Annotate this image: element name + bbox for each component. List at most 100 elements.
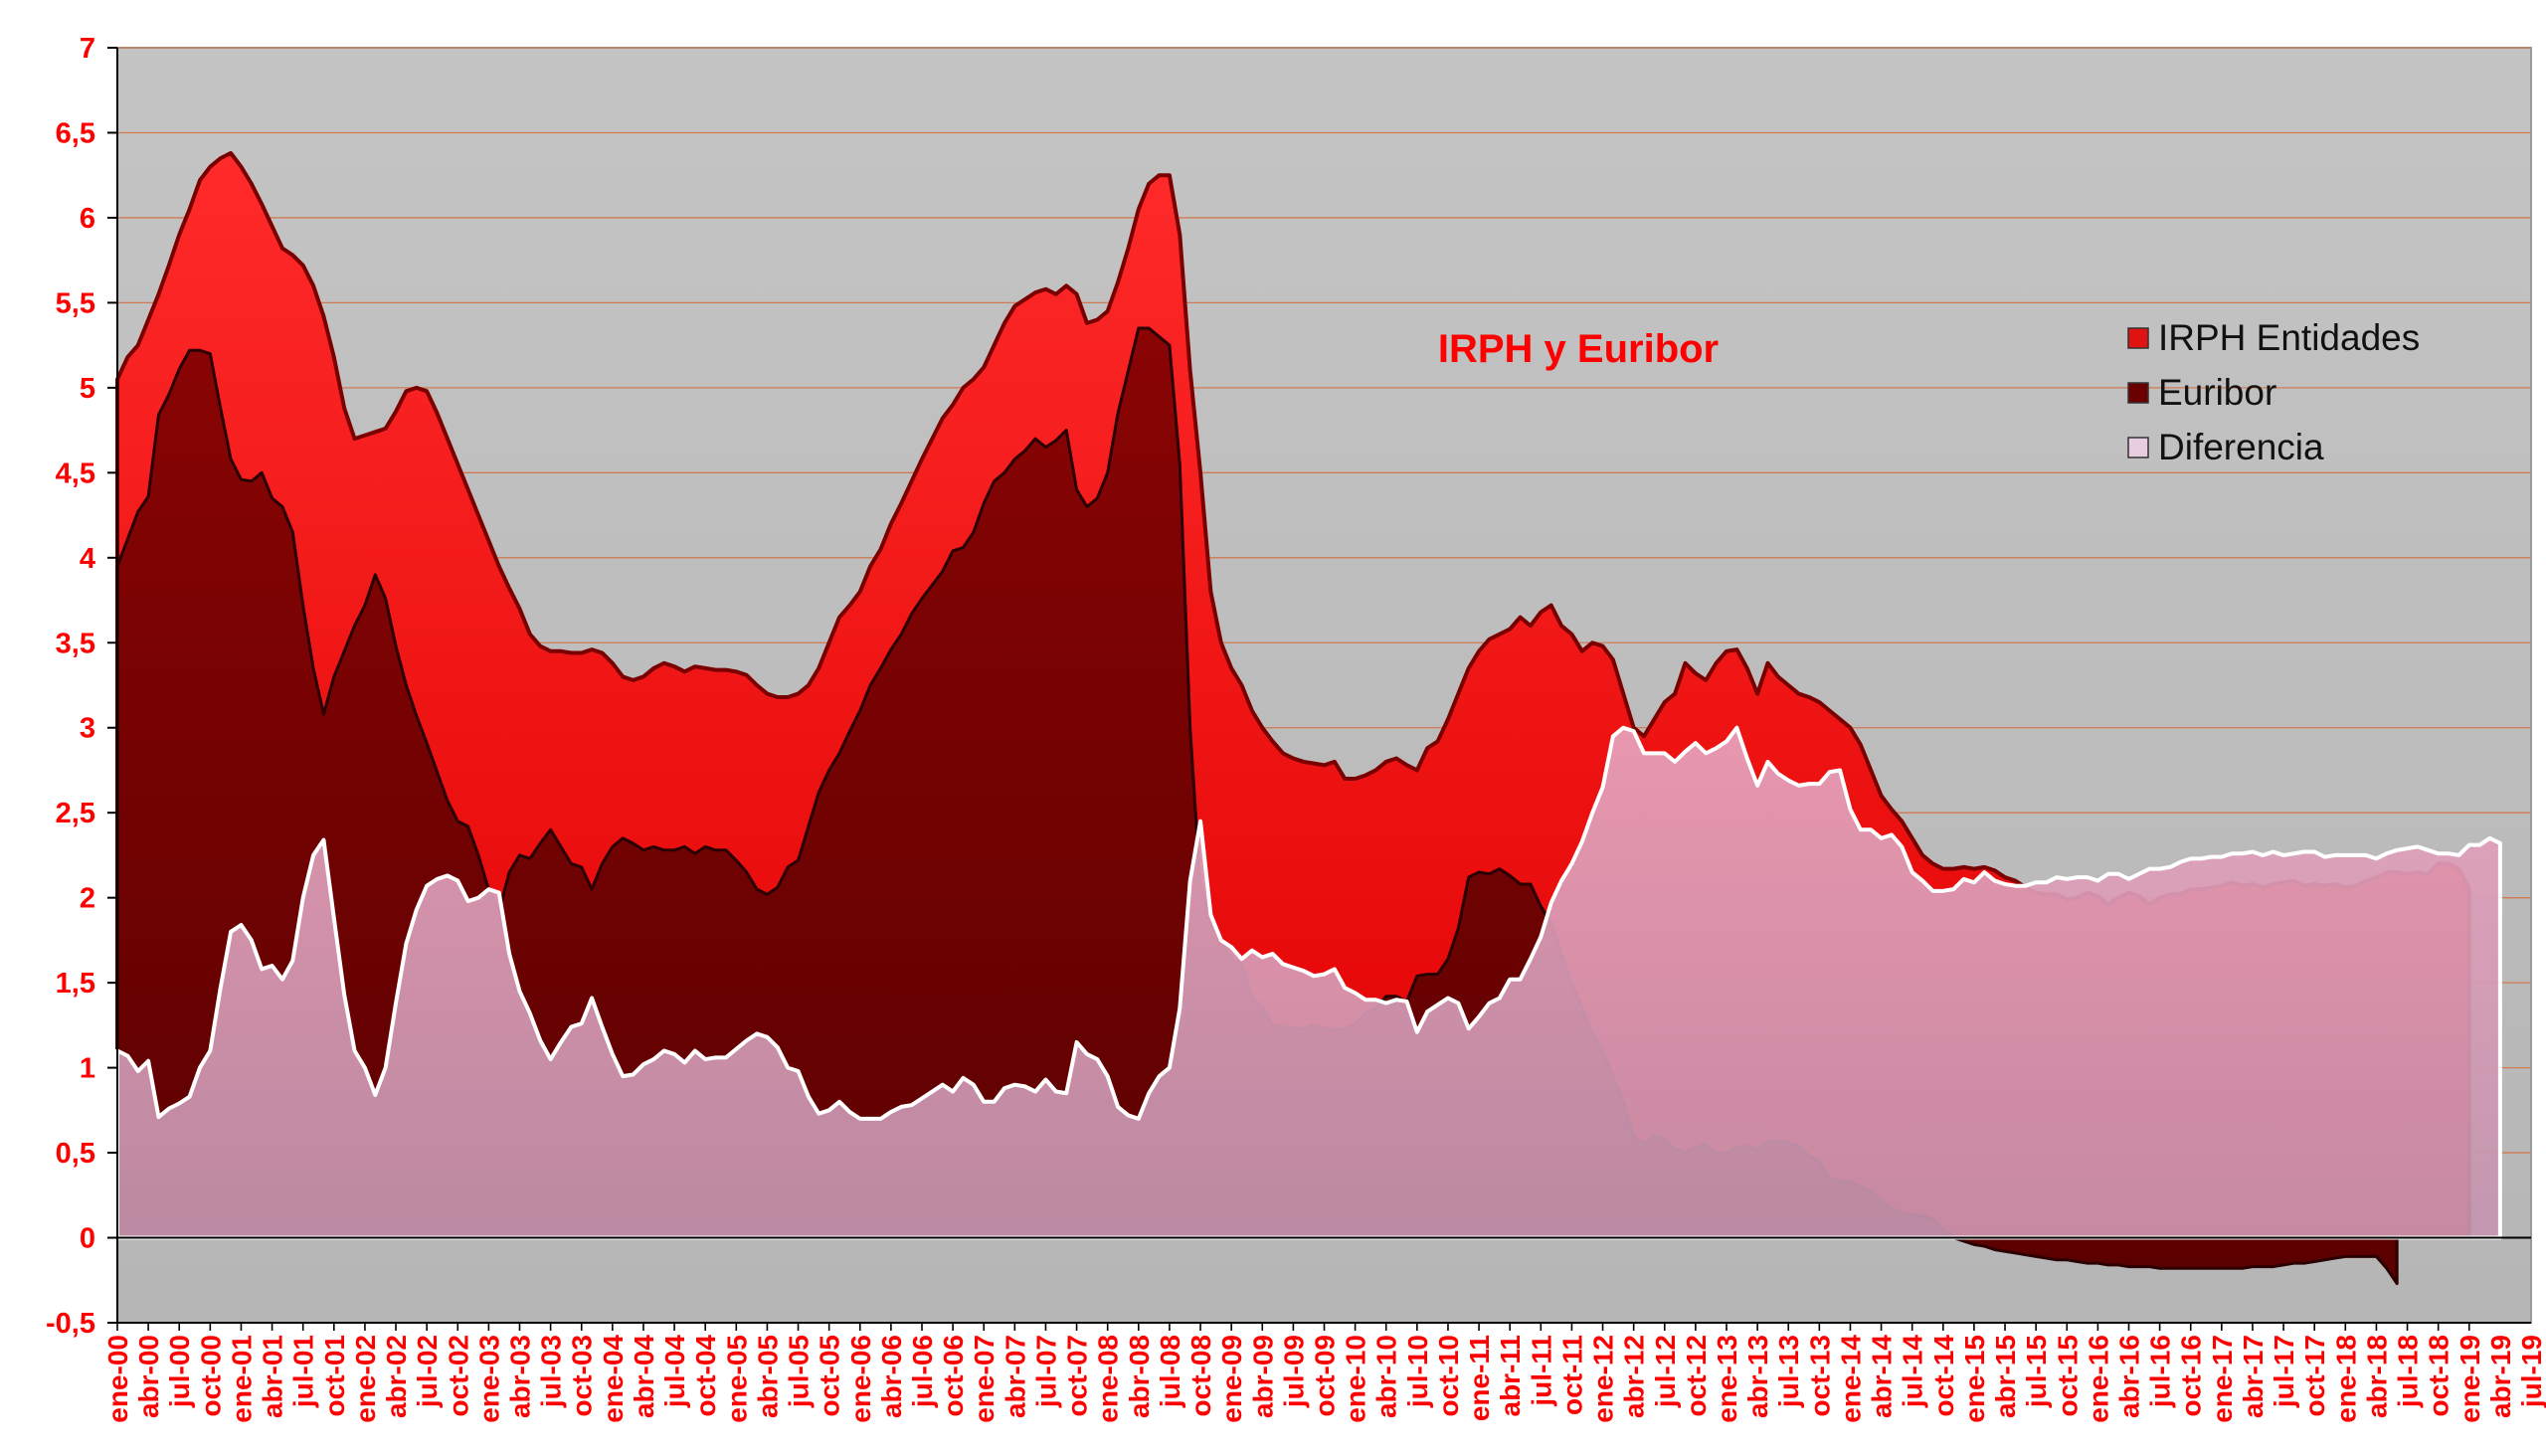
x-tick-label: jul-10: [1402, 1335, 1433, 1408]
x-tick-label: jul-08: [1155, 1335, 1185, 1408]
x-tick-label: abr-18: [2361, 1335, 2392, 1418]
x-tick-label: jul-14: [1898, 1335, 1928, 1409]
legend: IRPH Entidades Euribor Diferencia: [2127, 317, 2420, 467]
x-tick-label: ene-17: [2207, 1335, 2238, 1423]
x-tick-label: jul-04: [659, 1335, 690, 1409]
x-tick-label: ene-03: [473, 1335, 504, 1423]
x-tick-label: ene-05: [721, 1335, 752, 1423]
x-tick-label: ene-07: [969, 1335, 1000, 1423]
x-tick-label: oct-13: [1804, 1335, 1835, 1416]
y-tick-label: 4,5: [56, 457, 95, 489]
y-tick-label: 5: [80, 373, 95, 405]
x-tick-label: jul-18: [2393, 1335, 2424, 1408]
x-tick-label: oct-03: [567, 1335, 598, 1416]
x-tick-label: jul-07: [1031, 1335, 1062, 1408]
x-tick-label: oct-14: [1928, 1335, 1959, 1417]
x-tick-label: ene-06: [845, 1335, 876, 1423]
x-tick-label: abr-02: [381, 1335, 412, 1418]
y-tick-label: 1: [80, 1053, 95, 1085]
y-tick-label: 0: [80, 1223, 95, 1255]
y-tick-label: 1,5: [56, 968, 95, 1000]
x-tick-label: oct-09: [1310, 1335, 1341, 1416]
x-tick-label: ene-12: [1588, 1335, 1619, 1423]
series-areas: [115, 150, 2502, 1286]
x-tick-label: abr-12: [1619, 1335, 1650, 1418]
x-tick-label: jul-02: [412, 1335, 443, 1408]
legend-label-0: IRPH Entidades: [2158, 317, 2420, 358]
x-tick-label: jul-06: [907, 1335, 938, 1408]
x-tick-label: abr-15: [1990, 1335, 2021, 1418]
legend-label-1: Euribor: [2158, 372, 2276, 413]
x-tick-label: abr-06: [876, 1335, 907, 1418]
x-tick-label: oct-18: [2424, 1335, 2455, 1416]
y-tick-label: 0,5: [56, 1138, 95, 1170]
x-tick-label: abr-19: [2485, 1335, 2516, 1418]
x-tick-label: ene-14: [1836, 1335, 1867, 1423]
x-axis-tick-labels: ene-00 abr-00 jul-00 oct-00 ene-01 abr-01 jul-…: [102, 1335, 2546, 1423]
y-tick-label: 3: [80, 713, 95, 745]
x-tick-label: oct-00: [195, 1335, 226, 1416]
x-tick-label: ene-10: [1341, 1335, 1371, 1423]
x-tick-label: oct-17: [2299, 1335, 2330, 1416]
y-tick-label: 7: [80, 33, 95, 65]
x-tick-label: jul-03: [536, 1335, 567, 1408]
x-tick-label: jul-13: [1773, 1335, 1804, 1408]
x-tick-label: oct-05: [815, 1335, 845, 1416]
x-tick-label: oct-04: [690, 1335, 721, 1417]
x-tick-label: abr-10: [1371, 1335, 1402, 1418]
y-tick-label: 4: [80, 543, 95, 575]
x-tick-label: jul-15: [2021, 1335, 2052, 1408]
x-tick-label: oct-10: [1433, 1335, 1464, 1416]
x-tick-label: abr-09: [1247, 1335, 1278, 1418]
x-tick-label: ene-18: [2330, 1335, 2361, 1423]
x-tick-label: jul-16: [2145, 1335, 2176, 1408]
x-tick-label: jul-09: [1278, 1335, 1309, 1408]
x-tick-label: abr-05: [752, 1335, 783, 1418]
x-tick-label: abr-04: [629, 1335, 659, 1418]
x-tick-label: ene-08: [1093, 1335, 1124, 1423]
x-tick-label: oct-15: [2052, 1335, 2083, 1416]
x-tick-label: abr-01: [258, 1335, 288, 1418]
axes: [107, 47, 2531, 1331]
x-tick-label: oct-08: [1185, 1335, 1216, 1416]
x-tick-label: oct-16: [2176, 1335, 2207, 1416]
x-tick-label: abr-00: [133, 1335, 164, 1418]
x-tick-label: ene-02: [350, 1335, 381, 1423]
y-tick-label: 5,5: [56, 287, 95, 319]
y-tick-label: 6: [80, 203, 95, 235]
legend-swatch-2: [2127, 437, 2149, 458]
y-tick-label: -0,5: [46, 1308, 95, 1340]
x-tick-label: ene-09: [1216, 1335, 1247, 1423]
x-tick-label: abr-17: [2238, 1335, 2269, 1418]
x-tick-label: jul-17: [2269, 1335, 2299, 1408]
x-tick-label: abr-03: [505, 1335, 536, 1418]
x-tick-label: ene-16: [2083, 1335, 2113, 1423]
x-tick-label: ene-04: [598, 1335, 629, 1423]
x-tick-label: oct-11: [1556, 1335, 1587, 1415]
x-tick-label: oct-02: [443, 1335, 473, 1416]
legend-label-2: Diferencia: [2158, 427, 2324, 467]
x-tick-label: ene-11: [1464, 1335, 1495, 1421]
x-tick-label: ene-15: [1959, 1335, 1990, 1423]
x-tick-label: abr-08: [1124, 1335, 1155, 1418]
x-tick-label: oct-12: [1681, 1335, 1712, 1416]
x-tick-label: ene-13: [1712, 1335, 1742, 1423]
x-tick-label: abr-16: [2114, 1335, 2145, 1418]
legend-swatch-1: [2127, 382, 2149, 404]
x-tick-label: abr-07: [1000, 1335, 1030, 1418]
x-tick-label: jul-01: [288, 1335, 319, 1408]
x-tick-label: ene-19: [2455, 1335, 2485, 1423]
x-tick-label: ene-01: [227, 1335, 258, 1423]
legend-swatch-0: [2127, 327, 2149, 349]
x-tick-label: abr-14: [1867, 1335, 1898, 1418]
x-tick-label: jul-11: [1526, 1335, 1556, 1407]
y-axis-tick-labels: -0,5 0 0,5 1 1,5 2 2,5 3 3,5 4 4,5 5 5,5 6 6,5 7: [46, 33, 95, 1340]
x-tick-label: oct-07: [1062, 1335, 1093, 1416]
x-tick-label: jul-05: [784, 1335, 815, 1408]
x-tick-label: abr-13: [1742, 1335, 1773, 1418]
x-tick-label: jul-00: [164, 1335, 195, 1408]
chart-title: IRPH y Euribor: [1438, 327, 1719, 371]
x-tick-label: ene-00: [102, 1335, 133, 1423]
